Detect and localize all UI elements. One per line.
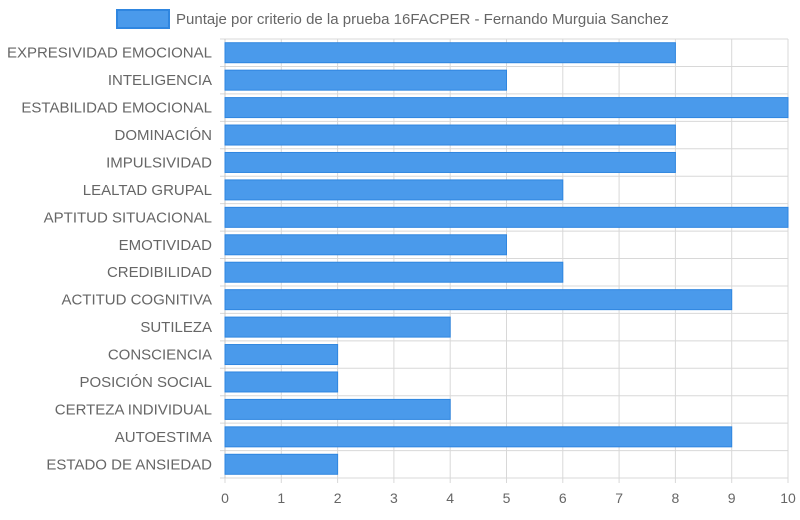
bar[interactable] — [224, 398, 451, 420]
legend-label[interactable]: Puntaje por criterio de la prueba 16FACP… — [176, 11, 669, 28]
bar[interactable] — [224, 206, 789, 228]
bar[interactable] — [224, 453, 339, 475]
category-label: ACTITUD COGNITIVA — [61, 292, 212, 309]
category-label: APTITUD SITUACIONAL — [44, 209, 212, 226]
bar[interactable] — [224, 316, 451, 338]
category-label: DOMINACIÓN — [115, 127, 213, 144]
category-label: CREDIBILIDAD — [107, 264, 212, 281]
category-label: EMOTIVIDAD — [119, 237, 213, 254]
category-label: AUTOESTIMA — [115, 429, 212, 446]
bar[interactable] — [224, 179, 564, 201]
category-label: SUTILEZA — [140, 319, 212, 336]
bar[interactable] — [224, 124, 676, 146]
bar[interactable] — [224, 234, 507, 256]
bar[interactable] — [224, 289, 733, 311]
bar[interactable] — [224, 69, 507, 91]
category-label: IMPULSIVIDAD — [106, 154, 212, 171]
legend[interactable]: Puntaje por criterio de la prueba 16FACP… — [116, 9, 669, 29]
category-labels: EXPRESIVIDAD EMOCIONAL INTELIGENCIA ESTABI… — [7, 45, 212, 474]
legend-swatch[interactable] — [116, 9, 170, 29]
category-label: INTELIGENCIA — [108, 72, 212, 89]
category-label: ESTADO DE ANSIEDAD — [46, 456, 212, 473]
x-tick-label: 9 — [728, 490, 736, 506]
category-label: EXPRESIVIDAD EMOCIONAL — [7, 45, 212, 62]
x-tick-label: 7 — [615, 490, 623, 506]
bar[interactable] — [224, 42, 676, 64]
x-tick-labels: 0 1 2 3 4 5 6 7 8 9 10 — [221, 490, 796, 506]
x-tick-label: 0 — [221, 490, 229, 506]
x-tick-label: 6 — [559, 490, 567, 506]
x-tick-label: 4 — [446, 490, 454, 506]
x-tick-label: 8 — [672, 490, 680, 506]
bar[interactable] — [224, 371, 339, 393]
category-label: POSICIÓN SOCIAL — [79, 374, 212, 391]
bar[interactable] — [224, 261, 564, 283]
bar[interactable] — [224, 344, 339, 366]
bar[interactable] — [224, 97, 789, 119]
x-tick-label: 3 — [390, 490, 398, 506]
bars — [224, 42, 789, 475]
x-tick-label: 10 — [780, 490, 796, 506]
bar[interactable] — [224, 426, 733, 448]
bar[interactable] — [224, 151, 676, 173]
category-label: LEALTAD GRUPAL — [83, 182, 212, 199]
category-label: CERTEZA INDIVIDUAL — [55, 401, 212, 418]
category-label: CONSCIENCIA — [108, 347, 212, 364]
x-tick-label: 1 — [277, 490, 285, 506]
x-tick-label: 2 — [334, 490, 342, 506]
category-label: ESTABILIDAD EMOCIONAL — [21, 100, 212, 117]
x-tick-label: 5 — [503, 490, 511, 506]
